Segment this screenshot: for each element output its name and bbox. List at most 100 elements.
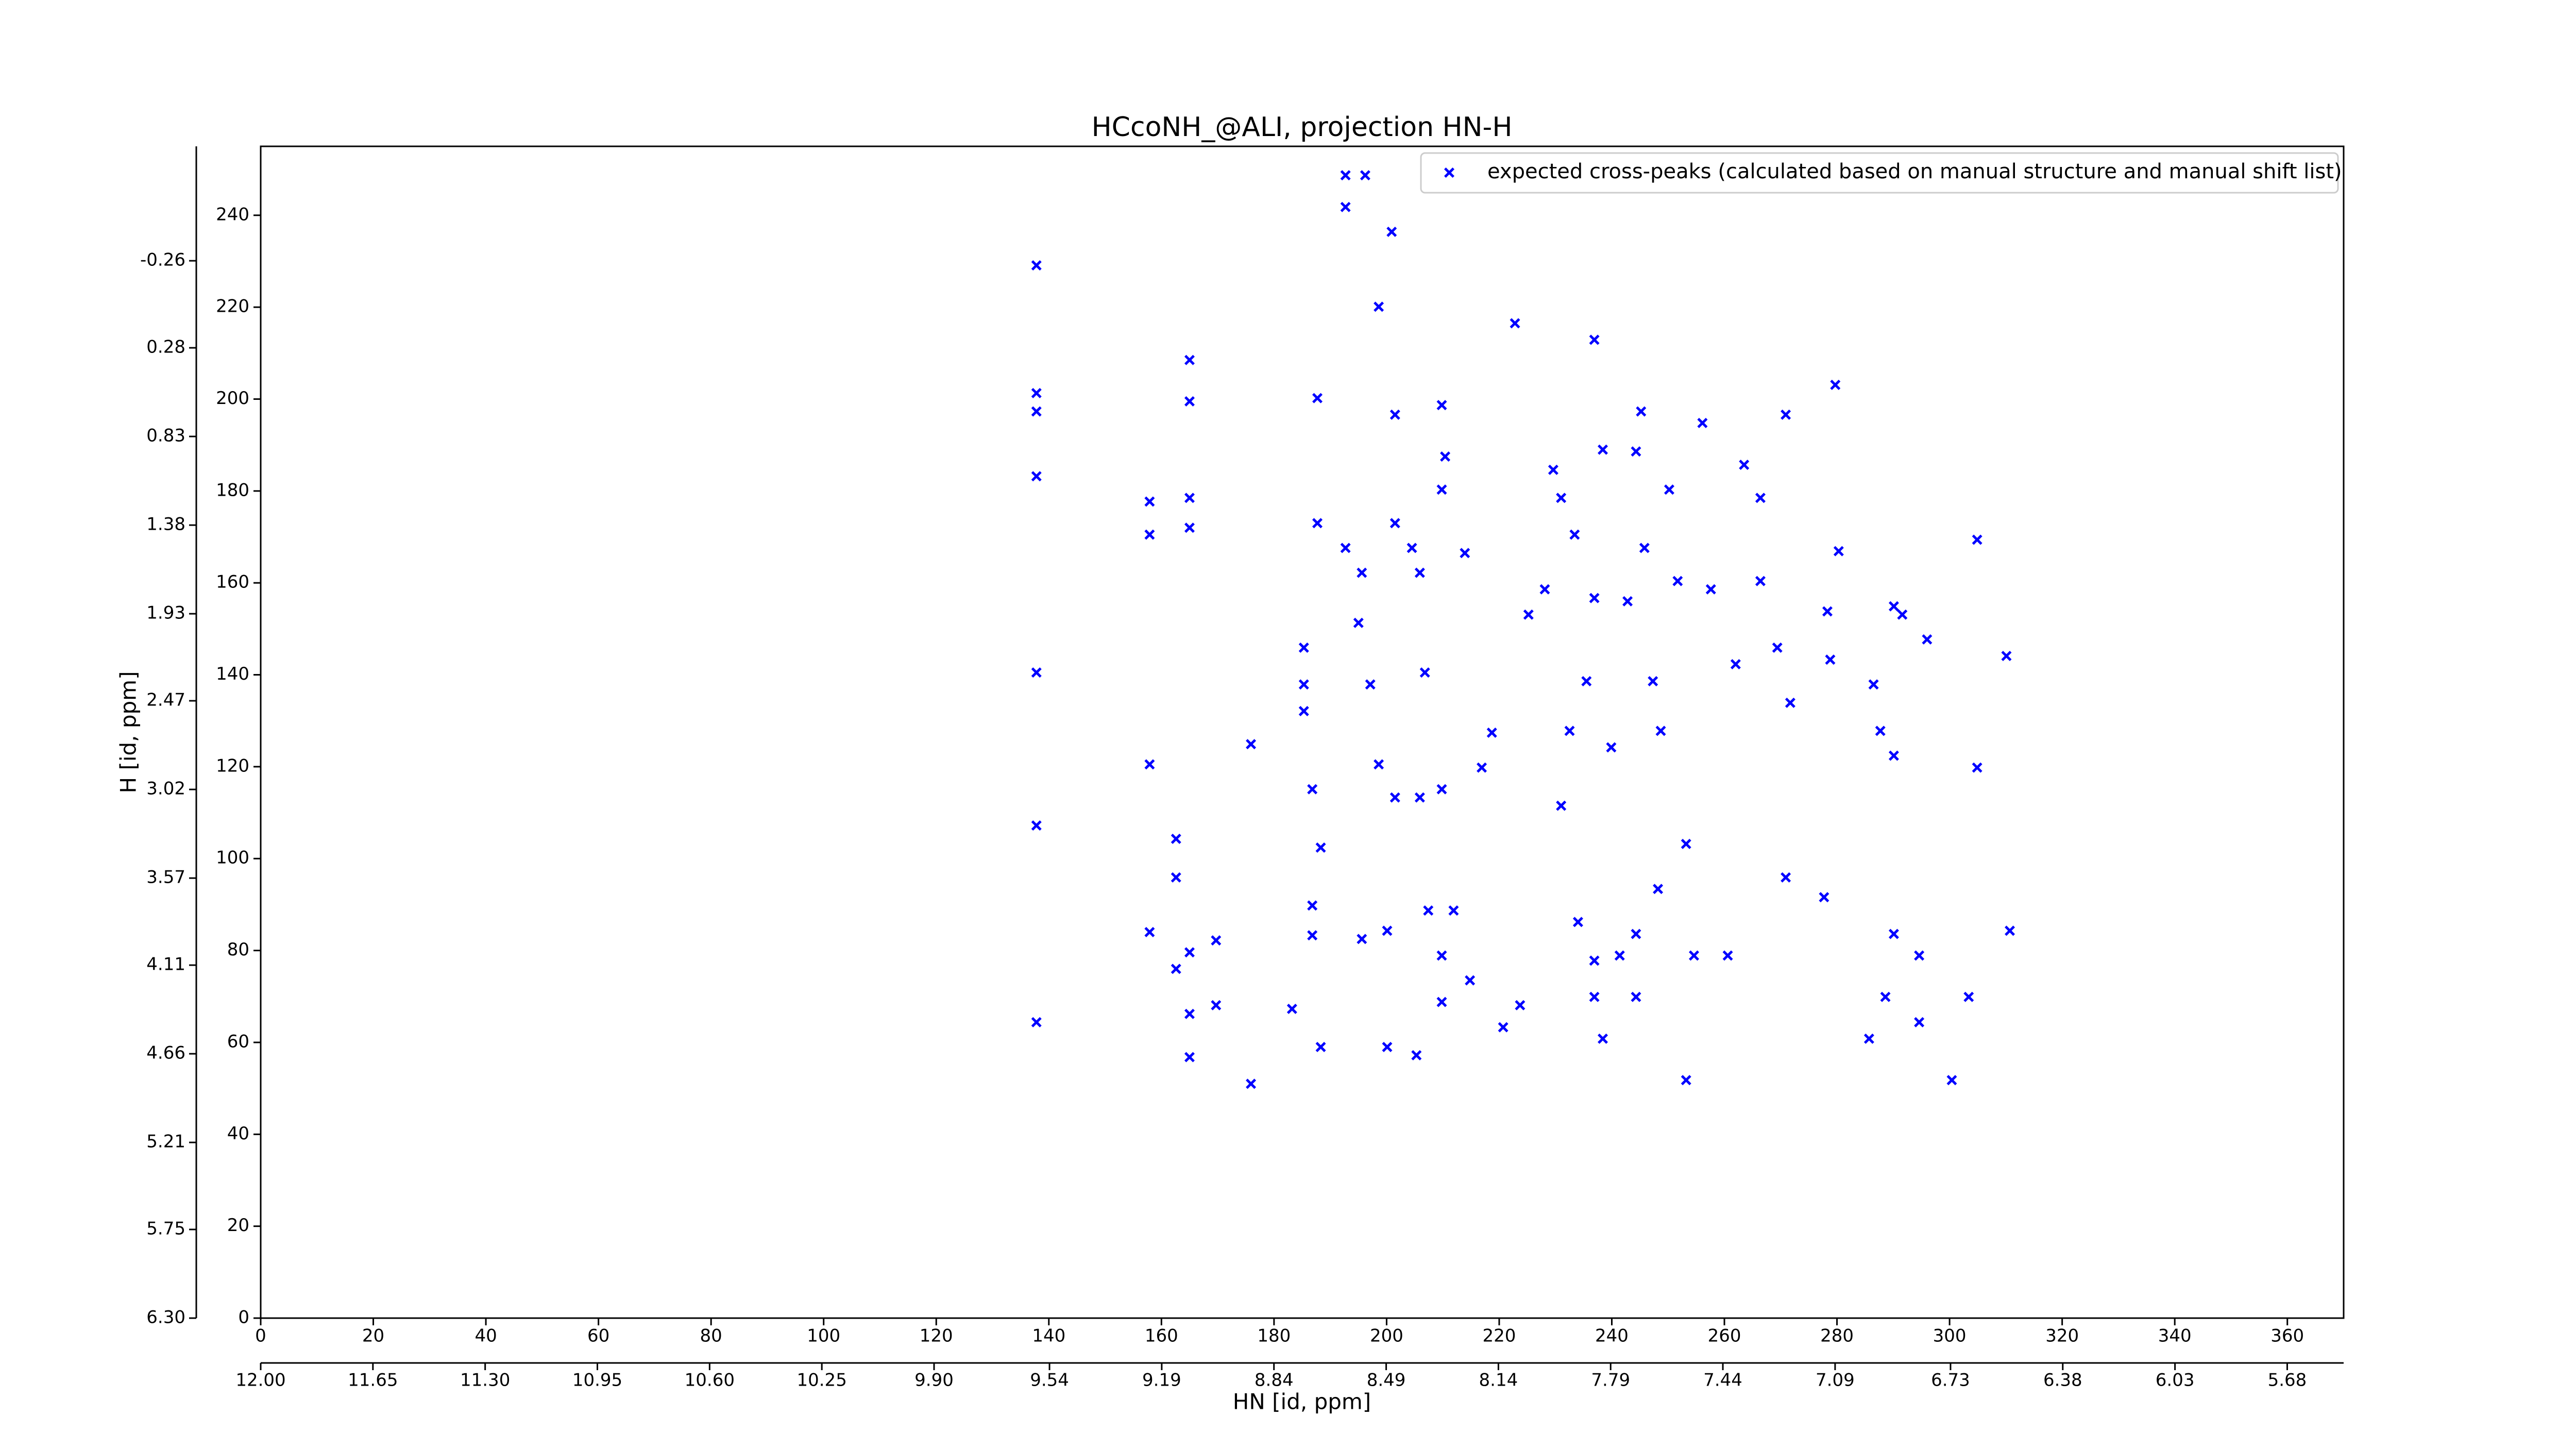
cross-peak: [1031, 406, 1042, 417]
cross-peak: [1184, 947, 1195, 958]
cross-peak: [1312, 393, 1323, 403]
cross-peak: [1875, 726, 1886, 736]
cross-peak: [1031, 667, 1042, 678]
cross-peak: [1819, 892, 1829, 903]
cross-peak: [1389, 792, 1400, 803]
cross-peak: [1460, 548, 1470, 559]
cross-peak: [1440, 451, 1451, 462]
legend-label: expected cross-peaks (calculated based o…: [1487, 160, 2342, 183]
cross-peak: [1589, 593, 1600, 603]
x-tick-label: 60: [587, 1326, 609, 1346]
x2-tick-label: 9.90: [914, 1370, 954, 1391]
cross-peak: [1382, 925, 1393, 936]
cross-peak: [1374, 759, 1384, 770]
cross-peak: [1897, 609, 1908, 620]
y2-tick-label: 3.57: [146, 867, 185, 888]
x2-tick-label: 8.49: [1367, 1370, 1406, 1391]
cross-peak: [1653, 884, 1664, 895]
x-tick-label: 140: [1032, 1326, 1065, 1346]
x-tick-label: 220: [1482, 1326, 1516, 1346]
cross-peak: [1888, 750, 1899, 761]
y-tick-label: 200: [216, 388, 249, 409]
y2-tick-label: 0.83: [146, 426, 185, 446]
cross-peak: [1246, 739, 1257, 750]
x2-tick-label: 10.95: [572, 1370, 622, 1391]
cross-peak: [1631, 991, 1641, 1002]
cross-peak: [1972, 534, 1982, 545]
y2-tick-label: 1.93: [146, 603, 185, 624]
cross-peak: [1436, 484, 1447, 495]
cross-peak: [1406, 543, 1417, 553]
cross-peak: [1510, 318, 1520, 329]
y-tick-label: 0: [238, 1307, 249, 1328]
x-tick-label: 160: [1145, 1326, 1178, 1346]
y2-tick-label: 4.66: [146, 1043, 185, 1064]
cross-peak: [1486, 727, 1497, 738]
cross-peak: [1312, 518, 1323, 529]
x2-tick-label: 9.19: [1142, 1370, 1181, 1391]
y-tick-label: 40: [227, 1123, 249, 1144]
cross-peak: [1211, 1000, 1222, 1010]
cross-peak: [1246, 1079, 1257, 1089]
plot-frame: [260, 145, 2345, 1319]
cross-peak: [1184, 523, 1195, 533]
x-tick-label: 260: [1708, 1326, 1741, 1346]
cross-peak: [1171, 964, 1181, 974]
x-tick-label: 100: [807, 1326, 840, 1346]
cross-peak: [1569, 529, 1580, 540]
cross-peak: [1556, 493, 1567, 503]
cross-peak: [1572, 917, 1583, 928]
x-tick-label: 240: [1595, 1326, 1629, 1346]
cross-peak: [1031, 1017, 1042, 1027]
cross-peak: [1184, 1008, 1195, 1019]
cross-peak: [1144, 759, 1155, 770]
y2-tick-label: 4.11: [146, 954, 185, 974]
cross-peak: [1374, 301, 1384, 312]
cross-peak: [1436, 997, 1447, 1007]
cross-peak: [1184, 396, 1195, 407]
y2-tick-label: 5.75: [146, 1218, 185, 1239]
x-tick-label: 0: [255, 1326, 266, 1346]
cross-peak: [1340, 543, 1351, 553]
cross-peak: [1411, 1050, 1422, 1060]
x2-tick-label: 10.25: [796, 1370, 846, 1391]
cross-peak: [1353, 617, 1364, 628]
cross-peak: [1681, 1075, 1691, 1086]
cross-peak: [1589, 955, 1600, 966]
cross-peak: [1922, 634, 1933, 645]
cross-peak: [1914, 950, 1925, 961]
cross-peak: [1636, 406, 1647, 417]
x2-tick-label: 8.14: [1479, 1370, 1518, 1391]
cross-peak: [1389, 518, 1400, 529]
x2-tick-label: 11.30: [460, 1370, 510, 1391]
cross-peak: [1298, 705, 1309, 716]
cross-peak: [1498, 1022, 1509, 1033]
cross-peak: [1307, 784, 1318, 795]
cross-peak: [1689, 950, 1700, 961]
x-tick-label: 280: [1820, 1326, 1854, 1346]
legend-box: [1420, 152, 2339, 194]
cross-peak: [1697, 417, 1708, 428]
cross-peak: [1914, 1017, 1925, 1027]
cross-peak: [1681, 838, 1691, 849]
cross-peak: [1184, 493, 1195, 503]
cross-peak: [1171, 872, 1181, 883]
y2-tick-label: 3.02: [146, 779, 185, 799]
x2-tick-label: 6.73: [1931, 1370, 1970, 1391]
cross-peak: [1672, 576, 1683, 586]
chart-title: HCcoNH_@ALI, projection HN-H: [1092, 112, 1513, 143]
cross-peak: [1315, 1041, 1326, 1052]
cross-peak: [1357, 934, 1367, 945]
cross-peak: [1614, 950, 1625, 961]
cross-peak: [1357, 567, 1367, 578]
cross-peak: [1888, 929, 1899, 939]
x-tick-label: 360: [2270, 1326, 2304, 1346]
cross-peak: [1946, 1075, 1957, 1086]
cross-peak: [1664, 484, 1674, 495]
cross-peak: [1606, 742, 1617, 753]
cross-peak: [1423, 905, 1434, 916]
cross-peak: [2001, 650, 2012, 661]
cross-peak: [1031, 260, 1042, 271]
cross-peak: [1184, 1052, 1195, 1063]
x-tick-label: 40: [474, 1326, 497, 1346]
